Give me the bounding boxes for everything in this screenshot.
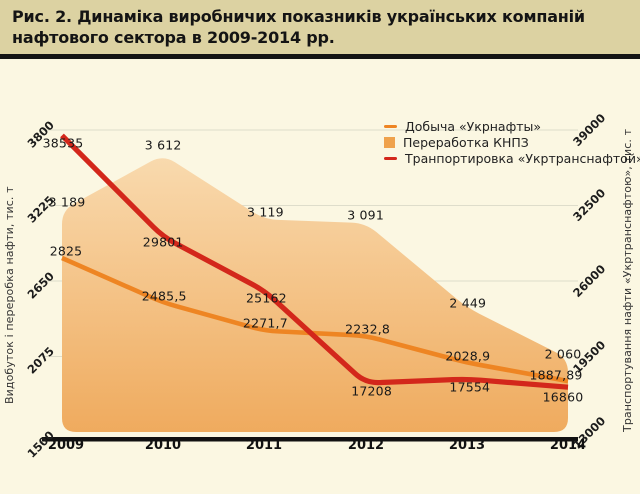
legend-item-production: Добыча «Укрнафты» (384, 119, 640, 134)
production-line-swatch-icon (384, 124, 397, 129)
x-axis-tick: 2011 (245, 438, 283, 453)
legend-label: Транпортировка «Укртранснафтой» (405, 151, 640, 166)
figure-title: Рис. 2. Динаміка виробничих показників у… (12, 7, 585, 47)
figure-title-bar: Рис. 2. Динаміка виробничих показників у… (0, 0, 640, 59)
x-axis-tick: 2013 (448, 438, 486, 453)
refining-area-swatch-icon (384, 137, 395, 148)
left-axis-title: Видобуток і переробка нафти, тис. т (3, 186, 16, 404)
legend-label: Добыча «Укрнафты» (405, 119, 542, 134)
x-axis-tick: 2009 (47, 438, 85, 453)
x-axis-tick: 2014 (549, 438, 587, 453)
x-axis-tick: 2010 (144, 438, 182, 453)
x-axis-tick: 2012 (347, 438, 385, 453)
legend-item-refining: Переработка КНПЗ (384, 135, 640, 150)
chart-legend: Добыча «Укрнафты» Переработка КНПЗ Транп… (384, 119, 640, 167)
transport-line-swatch-icon (384, 156, 397, 161)
legend-label: Переработка КНПЗ (403, 135, 529, 150)
legend-item-transport: Транпортировка «Укртранснафтой» (384, 151, 640, 166)
